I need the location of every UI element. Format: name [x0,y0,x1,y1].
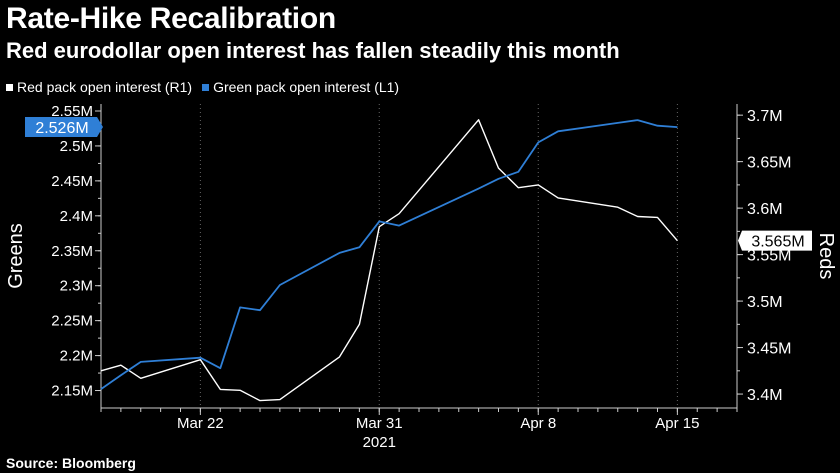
data-point-green [279,284,281,286]
data-point-green [517,171,519,173]
source-note: Source: Bloomberg [6,455,136,471]
data-point-green [378,220,380,222]
data-point-green [339,252,341,254]
right-axis-tick-label: 3.55M [747,248,791,265]
legend: Red pack open interest (R1) Green pack o… [6,79,399,95]
left-axis-tick-label: 2.15M [51,383,93,400]
left-axis-tick-label: 2.4M [60,208,93,225]
chart-title: Rate-Hike Recalibration [6,2,336,35]
data-point-green [676,126,678,128]
data-point-green [478,188,480,190]
legend-label-green: Green pack open interest (L1) [213,79,400,95]
red-last-value-label: 3.565M [751,234,804,251]
data-point-green [637,119,639,121]
right-axis-tick-label: 3.65M [747,155,791,172]
green-last-value-badge [25,117,103,138]
left-axis-tick-label: 2.55M [51,103,93,120]
x-tick-label: Apr 8 [520,415,556,432]
data-point-red [358,323,360,325]
left-axis-title: Greens [5,223,27,289]
data-point-green [617,122,619,124]
data-point-red [617,206,619,208]
left-axis-tick-label: 2.2M [60,348,93,365]
data-point-red [219,388,221,390]
left-axis-tick-label: 2.45M [51,173,93,190]
data-point-green [657,125,659,127]
data-point-red [478,119,480,121]
left-axis-tick-label: 2.5M [60,138,93,155]
data-point-green [398,225,400,227]
red-last-value-badge [738,230,812,251]
series-line-green [100,119,678,390]
data-point-red [517,187,519,189]
left-axis-tick-label: 2.35M [51,243,93,260]
right-axis-tick-label: 3.4M [747,387,783,404]
chart-subtitle: Red eurodollar open interest has fallen … [6,38,620,63]
legend-item-green: Green pack open interest (L1) [202,79,399,95]
data-point-red [239,389,241,391]
data-point-green [239,306,241,308]
data-point-red [637,215,639,217]
data-point-red [557,197,559,199]
data-point-green [100,388,102,390]
data-point-red [259,400,261,402]
series-line-red [100,119,678,402]
data-point-green [557,130,559,132]
data-point-red [537,184,539,186]
data-point-red [498,167,500,169]
data-point-red [676,240,678,242]
right-axis-tick-label: 3.45M [747,341,791,358]
legend-swatch-red [6,83,13,91]
data-point-green [498,178,500,180]
legend-label-red: Red pack open interest (R1) [17,79,193,95]
data-point-red [120,364,122,366]
data-point-green [140,361,142,363]
x-tick-label: Apr 15 [655,415,699,432]
right-axis-tick-label: 3.5M [747,294,783,311]
data-point-red [140,377,142,379]
x-tick-label: Mar 31 [356,415,403,432]
data-point-green [537,141,539,143]
legend-swatch-green [202,83,210,91]
data-point-green [219,367,221,369]
data-point-red [339,356,341,358]
data-point-red [279,399,281,401]
x-tick-label: Mar 22 [177,415,224,432]
data-point-red [100,370,102,372]
right-axis-tick-label: 3.6M [747,201,783,218]
data-point-green [259,309,261,311]
data-point-green [199,357,201,359]
data-point-red [398,213,400,215]
data-point-green [358,246,360,248]
green-last-value-label: 2.526M [35,120,88,137]
legend-item-red: Red pack open interest (R1) [6,79,192,95]
left-axis-tick-label: 2.25M [51,313,93,330]
left-axis-tick-label: 2.3M [60,278,93,295]
data-point-green [120,374,122,376]
data-point-red [657,216,659,218]
data-point-red [378,226,380,228]
right-axis-tick-label: 3.7M [747,108,783,125]
right-axis-title: Reds [815,233,837,280]
x-year-label: 2021 [363,434,396,451]
